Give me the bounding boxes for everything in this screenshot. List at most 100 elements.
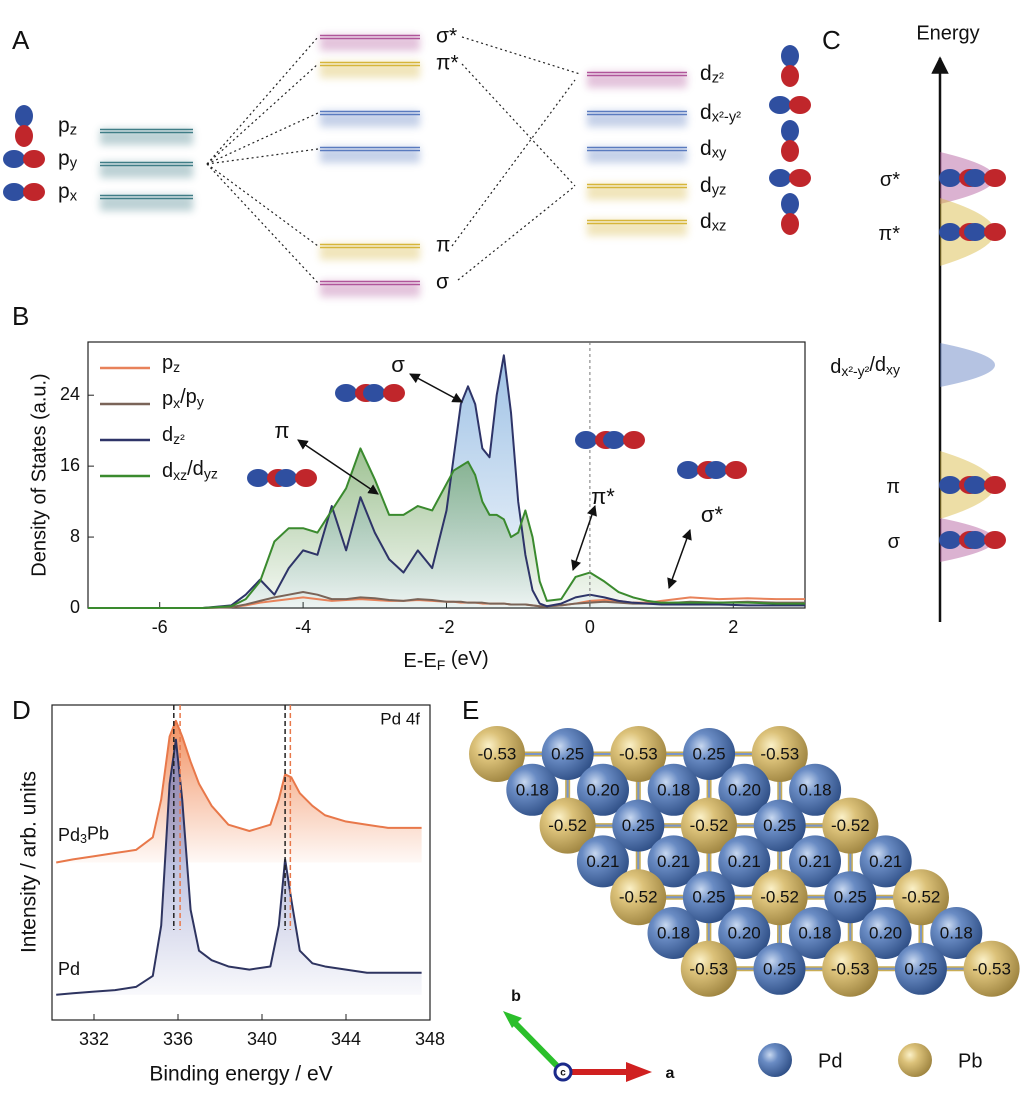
y-axis-label: Intensity / arb. units bbox=[18, 771, 41, 953]
level-label: σ bbox=[888, 531, 901, 553]
charge-label: 0.21 bbox=[728, 852, 761, 871]
x-axis-label-part: F bbox=[437, 657, 446, 673]
legend-label: Pb bbox=[958, 1050, 982, 1072]
series-line bbox=[88, 447, 805, 609]
legend-label-part: yz bbox=[204, 465, 218, 481]
charge-label: -0.52 bbox=[902, 888, 941, 907]
charge-label: 0.25 bbox=[551, 744, 584, 763]
x-tick-label: 332 bbox=[79, 1029, 109, 1049]
pd-atom bbox=[859, 835, 912, 888]
level-glow bbox=[587, 184, 687, 200]
orbital-label-part: p bbox=[58, 114, 70, 137]
x-axis-label-part: E-E bbox=[403, 650, 436, 672]
orbital-label-part: y bbox=[70, 155, 78, 171]
panel-label: B bbox=[12, 301, 29, 331]
pd-atom bbox=[753, 942, 806, 995]
annotation-arrow bbox=[667, 529, 692, 589]
orbital-lobe bbox=[984, 223, 1006, 241]
orbital-label-part: z² bbox=[712, 70, 724, 86]
charge-label: 0.25 bbox=[693, 744, 726, 763]
charge-label: 0.25 bbox=[622, 816, 655, 835]
annotation: σ* bbox=[701, 502, 724, 527]
correlation-line bbox=[206, 163, 319, 247]
legend-label-part: z bbox=[173, 359, 180, 375]
level-label: π bbox=[886, 476, 900, 498]
pb-atom bbox=[680, 940, 737, 997]
pd-atom bbox=[506, 763, 559, 816]
orbital-label: dxz bbox=[700, 210, 726, 235]
legend-label: px/py bbox=[162, 386, 204, 410]
series-line bbox=[56, 719, 422, 864]
x-axis-label: E-EF (eV) bbox=[403, 648, 488, 672]
legend-label: Pd bbox=[818, 1050, 842, 1072]
orbital-lobe bbox=[247, 469, 269, 487]
level-label-part: σ* bbox=[880, 169, 900, 191]
pd-atom bbox=[859, 907, 912, 959]
orbital-label-part: p bbox=[58, 147, 70, 170]
level-glow bbox=[587, 72, 687, 88]
orbital-label: pz bbox=[58, 114, 77, 139]
level-glow bbox=[320, 244, 420, 260]
orbital-label-part: x²-y² bbox=[712, 109, 741, 125]
charge-label: -0.53 bbox=[689, 959, 728, 978]
annotation: Pd 4f bbox=[380, 709, 420, 728]
axis-b-head bbox=[503, 1011, 522, 1028]
correlation-line bbox=[206, 63, 319, 165]
series-line bbox=[88, 354, 805, 609]
pb-atom bbox=[469, 726, 525, 782]
axis-label: c bbox=[560, 1068, 566, 1079]
orbital-lobe bbox=[781, 65, 799, 87]
pb-atom bbox=[539, 797, 596, 854]
orbital-label-part: xz bbox=[712, 218, 727, 234]
orbital-lobe bbox=[575, 431, 597, 449]
orbital-label-part: x bbox=[70, 188, 78, 204]
level-label-part: d bbox=[830, 356, 841, 378]
orbital-lobe bbox=[939, 531, 961, 549]
series-label-part: 3 bbox=[80, 832, 87, 846]
pd-atom bbox=[541, 728, 594, 780]
orbital-lobe bbox=[939, 169, 961, 187]
charge-label: 0.18 bbox=[657, 780, 690, 799]
x-tick-label: 344 bbox=[331, 1029, 361, 1049]
orbital-lobe bbox=[705, 461, 727, 479]
pd-atom bbox=[930, 907, 983, 959]
pd-atom bbox=[753, 799, 806, 852]
orbital-lobe bbox=[295, 469, 317, 487]
pd-atom bbox=[612, 799, 665, 852]
legend-label-part: xz bbox=[173, 467, 187, 483]
orbital-lobe bbox=[789, 169, 811, 187]
mo-label: π* bbox=[436, 52, 459, 75]
area-fill bbox=[88, 448, 805, 608]
level-glow bbox=[100, 129, 193, 145]
annotation-arrow bbox=[571, 505, 597, 571]
charge-label: -0.52 bbox=[548, 816, 587, 835]
legend-swatch bbox=[898, 1043, 932, 1077]
charge-label: 0.20 bbox=[728, 780, 761, 799]
charge-label: 0.21 bbox=[798, 852, 831, 871]
legend-label-part: /p bbox=[180, 386, 197, 408]
x-tick-label: 0 bbox=[585, 617, 595, 637]
orbital-lobe bbox=[984, 531, 1006, 549]
axis-label: a bbox=[666, 1065, 675, 1082]
x-tick-label: -4 bbox=[295, 617, 311, 637]
x-axis-label-part: (eV) bbox=[445, 648, 488, 670]
x-tick-label: -6 bbox=[152, 617, 168, 637]
charge-label: -0.52 bbox=[760, 888, 799, 907]
charge-label: 0.21 bbox=[586, 852, 619, 871]
orbital-label-part: yz bbox=[712, 182, 727, 198]
orbital-lobe bbox=[964, 169, 986, 187]
legend-label-part: d bbox=[162, 460, 173, 482]
legend-label-part: z² bbox=[173, 431, 185, 447]
series-label-part: Pb bbox=[87, 823, 109, 843]
charge-label: -0.53 bbox=[972, 959, 1011, 978]
charge-label: -0.53 bbox=[760, 744, 799, 763]
charge-label: -0.52 bbox=[831, 816, 870, 835]
charge-label: 0.18 bbox=[798, 923, 831, 942]
annotation: σ bbox=[391, 352, 405, 377]
charge-label: 0.20 bbox=[728, 923, 761, 942]
orbital-lobe bbox=[781, 45, 799, 67]
pd-atom bbox=[718, 763, 771, 816]
orbital-lobe bbox=[984, 169, 1006, 187]
y-tick-label: 24 bbox=[60, 384, 80, 404]
orbital-label: px bbox=[58, 180, 78, 205]
